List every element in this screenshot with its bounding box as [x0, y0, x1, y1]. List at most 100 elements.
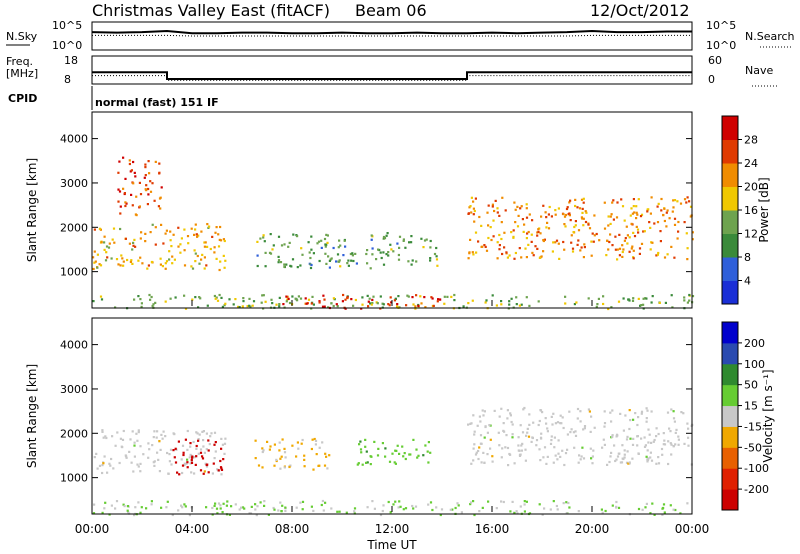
data-cell: [366, 506, 369, 509]
data-cell: [130, 193, 133, 196]
data-cell: [496, 241, 499, 244]
data-cell: [407, 260, 410, 263]
data-cell: [683, 296, 686, 299]
data-cell: [574, 204, 577, 208]
data-cell: [310, 447, 313, 451]
data-cell: [277, 259, 281, 262]
data-cell: [318, 446, 321, 449]
data-cell: [156, 430, 159, 433]
data-cell: [683, 299, 686, 302]
data-cell: [532, 254, 535, 257]
data-cell: [120, 445, 123, 448]
data-cell: [136, 463, 139, 466]
data-cell: [609, 411, 612, 414]
data-cell: [580, 246, 583, 249]
data-cell: [647, 457, 650, 460]
data-cell: [521, 218, 524, 221]
data-cell: [422, 246, 425, 249]
data-cell: [562, 240, 565, 244]
colorbar-segment: [722, 280, 738, 305]
data-cell: [622, 297, 625, 300]
x-tick-label: 16:00: [475, 522, 510, 536]
data-cell: [510, 420, 513, 424]
data-cell: [520, 303, 523, 306]
data-cell: [270, 298, 273, 301]
data-cell: [639, 215, 643, 218]
data-cell: [522, 408, 525, 411]
data-cell: [473, 220, 476, 223]
data-cell: [669, 504, 672, 507]
data-cell: [283, 265, 286, 268]
data-cell: [616, 455, 620, 458]
data-cell: [172, 449, 175, 452]
data-cell: [429, 257, 432, 260]
data-cell: [496, 257, 499, 260]
data-cell: [650, 196, 653, 199]
data-cell: [530, 233, 533, 236]
data-cell: [467, 257, 470, 260]
data-cell: [118, 461, 121, 465]
data-cell: [621, 205, 625, 208]
data-cell: [338, 239, 341, 242]
data-cell: [564, 295, 567, 298]
data-cell: [222, 238, 225, 241]
data-cell: [266, 440, 269, 443]
data-cell: [500, 303, 503, 306]
data-cell: [368, 297, 371, 300]
data-cell: [655, 427, 658, 430]
data-cell: [581, 211, 584, 214]
y-tick-label: 1000: [60, 266, 88, 279]
data-cell: [662, 503, 666, 506]
data-cell: [520, 256, 523, 259]
data-cell: [322, 294, 325, 297]
data-cell: [194, 223, 197, 226]
data-cell: [186, 461, 189, 464]
data-cell: [296, 441, 299, 444]
data-cell: [454, 506, 457, 510]
data-cell: [224, 259, 227, 262]
data-cell: [545, 226, 548, 229]
data-cell: [241, 506, 245, 509]
data-cell: [544, 211, 547, 214]
data-cell: [101, 430, 104, 433]
data-cell: [451, 508, 454, 511]
data-cell: [376, 454, 380, 457]
colorbar-tick-label: 100: [744, 358, 765, 371]
data-cell: [357, 462, 360, 465]
data-cell: [376, 302, 379, 305]
data-cell: [462, 305, 465, 308]
data-cell: [484, 301, 487, 304]
data-cell: [183, 463, 186, 467]
data-cell: [122, 429, 125, 433]
data-cell: [672, 417, 676, 420]
data-cell: [504, 209, 507, 212]
data-cell: [283, 263, 286, 266]
data-cell: [337, 260, 341, 263]
data-cell: [223, 452, 226, 455]
data-cell: [393, 299, 396, 302]
data-cell: [199, 297, 202, 300]
data-cell: [146, 267, 149, 270]
data-cell: [431, 508, 434, 512]
data-cell: [254, 439, 257, 442]
data-cell: [170, 245, 173, 248]
data-cell: [474, 231, 478, 234]
data-cell: [96, 467, 99, 470]
data-cell: [481, 506, 484, 509]
data-cell: [514, 208, 517, 211]
data-cell: [399, 505, 402, 508]
data-cell: [401, 445, 404, 448]
data-cell: [106, 471, 109, 474]
data-cell: [345, 511, 348, 514]
colorbar-tick-label: -50: [744, 441, 762, 454]
colorbar-segment: [722, 210, 738, 234]
data-cell: [279, 261, 283, 264]
data-cell: [629, 419, 632, 422]
data-cell: [382, 251, 385, 254]
data-cell: [628, 427, 631, 431]
data-cell: [191, 455, 194, 458]
data-cell: [154, 160, 157, 163]
data-cell: [389, 511, 392, 514]
